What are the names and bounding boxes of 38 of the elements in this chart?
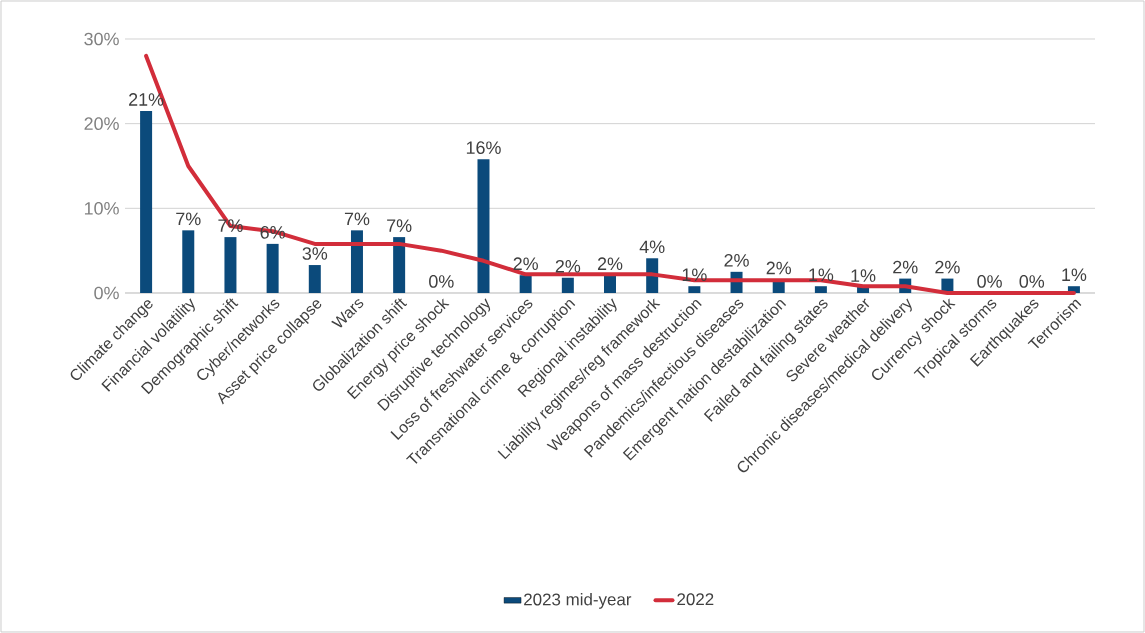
y-tick-label: 0% xyxy=(94,286,119,300)
data-label: 7% xyxy=(387,219,412,232)
data-label: 1% xyxy=(1062,268,1087,282)
data-label: 2% xyxy=(935,260,960,274)
bar xyxy=(140,110,153,293)
data-label: 0% xyxy=(977,275,1002,288)
y-tick-label: 30% xyxy=(84,32,119,46)
bar xyxy=(477,159,490,293)
bar xyxy=(519,275,532,293)
bar xyxy=(182,230,195,293)
data-label: 2% xyxy=(893,260,918,274)
y-tick-label: 20% xyxy=(84,117,119,130)
data-label: 3% xyxy=(302,247,328,260)
data-label: 2% xyxy=(555,259,581,273)
bar xyxy=(224,237,237,293)
bar xyxy=(266,243,279,293)
data-label: 2% xyxy=(724,253,749,267)
data-label: 0% xyxy=(1019,275,1045,288)
legend-label: 2023 mid-year xyxy=(524,593,632,609)
legend-label: 2022 xyxy=(677,593,714,606)
data-label: 2% xyxy=(766,261,792,275)
data-label: 7% xyxy=(344,212,370,226)
data-label: 2% xyxy=(513,257,538,271)
bar xyxy=(308,265,321,293)
data-label: 1% xyxy=(851,269,876,282)
data-label: 0% xyxy=(429,275,454,288)
bar xyxy=(688,286,701,293)
data-label: 1% xyxy=(809,268,834,282)
data-label: 2% xyxy=(597,257,623,271)
data-label: 7% xyxy=(176,212,201,226)
bar xyxy=(393,237,406,293)
bar xyxy=(561,277,574,293)
bar xyxy=(814,286,827,293)
bar xyxy=(350,230,363,293)
bar xyxy=(604,275,617,293)
data-label: 4% xyxy=(639,240,665,254)
data-label: 16% xyxy=(466,141,501,155)
y-tick-label: 10% xyxy=(84,201,119,215)
